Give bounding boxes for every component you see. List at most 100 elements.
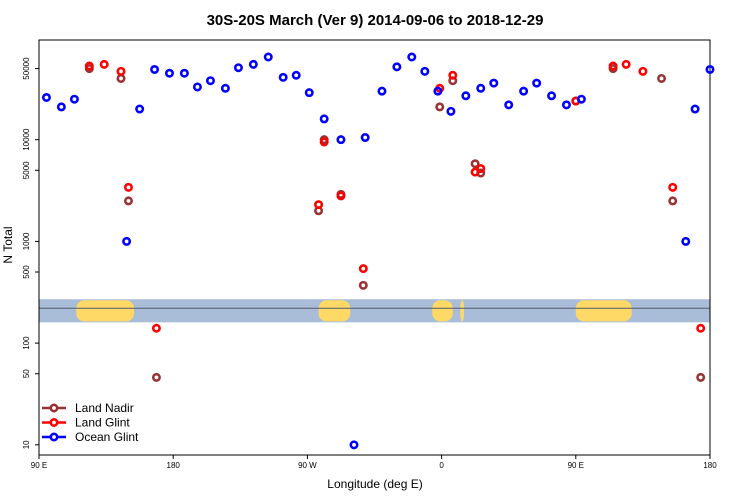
data-point-ocean-glint: [360, 133, 370, 143]
data-point-ocean-glint: [319, 114, 329, 124]
series-land-nadir: [84, 64, 706, 382]
data-point-ocean-glint: [164, 68, 174, 78]
data-point-ocean-glint: [233, 63, 243, 73]
data-point-land-nadir: [435, 102, 445, 112]
data-point-ocean-glint: [41, 92, 51, 102]
chart-title: 30S-20S March (Ver 9) 2014-09-06 to 2018…: [207, 12, 544, 29]
data-point-ocean-glint: [263, 52, 273, 62]
x-tick-label: 180: [703, 461, 717, 470]
data-point-ocean-glint: [519, 86, 529, 96]
data-point-ocean-glint: [576, 94, 586, 104]
x-axis-label: Longitude (deg E): [327, 477, 422, 491]
series-land-glint: [84, 59, 706, 333]
data-point-ocean-glint: [561, 100, 571, 110]
data-point-ocean-glint: [489, 78, 499, 88]
data-point-ocean-glint: [122, 236, 132, 246]
data-point-land-glint: [448, 70, 458, 80]
data-point-land-nadir: [116, 73, 126, 83]
data-point-land-nadir: [151, 372, 161, 382]
data-point-land-glint: [314, 200, 324, 210]
data-point-ocean-glint: [547, 91, 557, 101]
data-point-ocean-glint: [220, 83, 230, 93]
data-point-ocean-glint: [690, 104, 700, 114]
legend-item-land-nadir: Land Nadir: [42, 401, 134, 415]
data-point-ocean-glint: [135, 104, 145, 114]
data-point-ocean-glint: [504, 100, 514, 110]
data-point-ocean-glint: [476, 83, 486, 93]
x-tick-label: 0: [439, 461, 444, 470]
data-point-ocean-glint: [248, 59, 258, 69]
data-point-land-glint: [116, 66, 126, 76]
legend-label: Land Glint: [75, 416, 130, 430]
data-point-ocean-glint: [392, 62, 402, 72]
data-point-ocean-glint: [407, 52, 417, 62]
data-point-land-glint: [319, 137, 329, 147]
land-patch: [318, 300, 351, 322]
data-point-ocean-glint: [179, 68, 189, 78]
legend-label: Land Nadir: [75, 401, 134, 415]
y-tick-label: 50000: [22, 57, 31, 80]
y-tick-label: 50: [22, 369, 31, 378]
data-point-ocean-glint: [278, 72, 288, 82]
land-patch: [432, 300, 453, 322]
y-axis: 10 50 100 500 1000 5000 10000 50000: [22, 57, 39, 449]
data-point-ocean-glint: [532, 78, 542, 88]
legend-swatch-marker: [49, 432, 59, 442]
data-point-ocean-glint: [56, 102, 66, 112]
data-point-ocean-glint: [433, 86, 443, 96]
data-point-ocean-glint: [420, 66, 430, 76]
data-point-land-glint: [476, 164, 486, 174]
data-point-land-nadir: [657, 73, 667, 83]
data-point-ocean-glint: [291, 70, 301, 80]
data-point-ocean-glint: [461, 91, 471, 101]
land-patch: [76, 300, 135, 322]
data-point-ocean-glint: [446, 106, 456, 116]
x-tick-label: 180: [167, 461, 181, 470]
legend-label: Ocean Glint: [75, 430, 139, 444]
x-axis: 90 E 180 90 W 0 90 E 180: [31, 455, 717, 470]
y-tick-label: 5000: [22, 161, 31, 179]
data-point-ocean-glint: [349, 440, 359, 450]
data-point-ocean-glint: [69, 94, 79, 104]
ocean-band: [39, 299, 710, 323]
data-point-ocean-glint: [304, 88, 314, 98]
data-point-land-glint: [696, 323, 706, 333]
map-strip: [39, 299, 710, 323]
data-point-ocean-glint: [205, 76, 215, 86]
data-point-land-nadir: [123, 196, 133, 206]
data-point-ocean-glint: [336, 135, 346, 145]
data-point-land-glint: [668, 182, 678, 192]
data-point-ocean-glint: [681, 236, 691, 246]
legend-swatch-marker: [49, 417, 59, 427]
data-point-ocean-glint: [377, 86, 387, 96]
y-tick-label: 1000: [22, 232, 31, 250]
data-point-land-glint: [99, 59, 109, 69]
data-point-ocean-glint: [192, 82, 202, 92]
y-axis-label: N Total: [1, 226, 15, 263]
data-points: [41, 52, 715, 450]
plot-frame: [38, 39, 711, 456]
data-point-land-glint: [358, 264, 368, 274]
data-point-land-glint: [638, 66, 648, 76]
land-patch: [460, 300, 464, 322]
y-tick-label: 10000: [22, 128, 31, 151]
series-ocean-glint: [41, 52, 715, 450]
y-tick-label: 500: [22, 265, 31, 279]
data-point-land-nadir: [668, 196, 678, 206]
data-point-land-glint: [336, 191, 346, 201]
x-tick-label: 90 E: [568, 461, 584, 470]
y-tick-label: 10: [22, 440, 31, 449]
data-point-land-glint: [621, 59, 631, 69]
data-point-land-glint: [608, 61, 618, 71]
legend-item-ocean-glint: Ocean Glint: [42, 430, 139, 444]
data-point-land-glint: [151, 323, 161, 333]
data-point-ocean-glint: [150, 64, 160, 74]
data-point-ocean-glint: [705, 64, 715, 74]
x-tick-label: 90 E: [31, 461, 47, 470]
land-patch: [575, 300, 632, 322]
data-point-land-nadir: [696, 372, 706, 382]
legend-item-land-glint: Land Glint: [42, 416, 130, 430]
data-point-land-glint: [123, 182, 133, 192]
